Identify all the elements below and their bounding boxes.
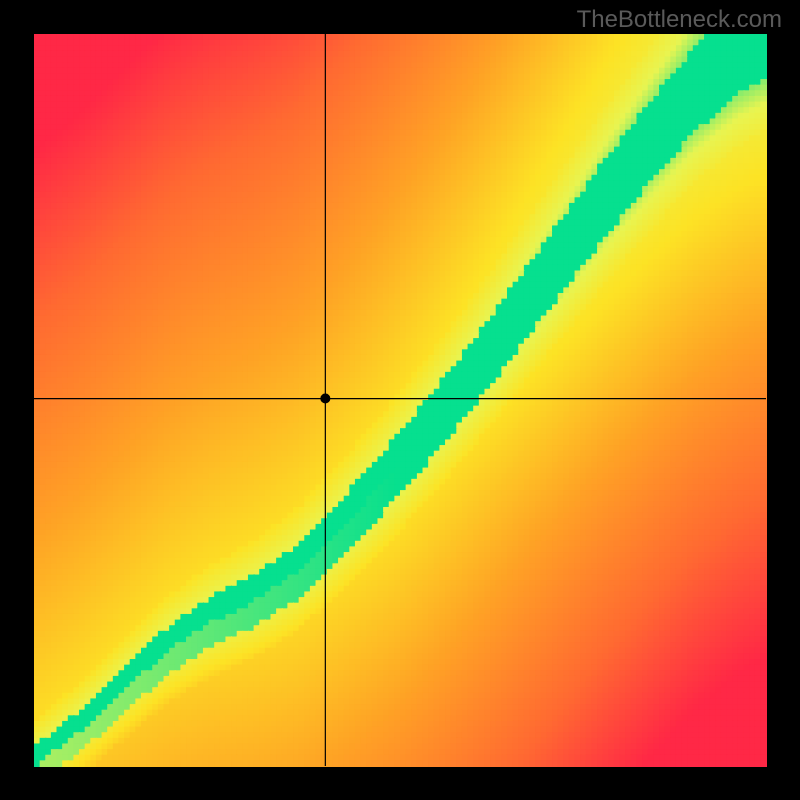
watermark-text: TheBottleneck.com — [577, 6, 782, 34]
bottleneck-heatmap — [0, 0, 800, 800]
